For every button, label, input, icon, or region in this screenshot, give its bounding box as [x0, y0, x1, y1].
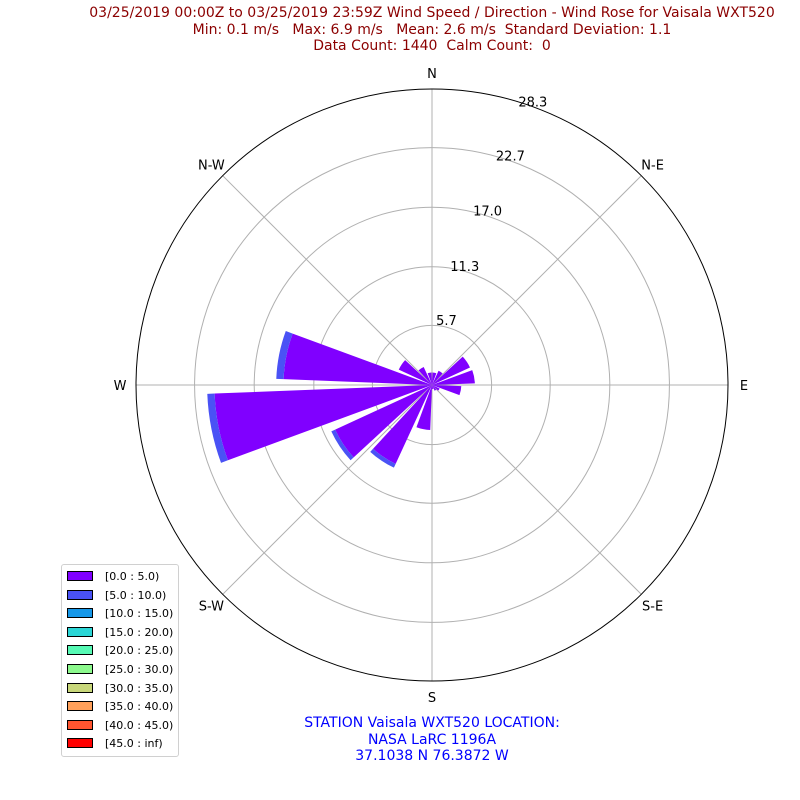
- legend-item: [40.0 : 45.0): [62, 718, 178, 737]
- direction-label: S-E: [642, 600, 663, 615]
- rose-sector-bar: [207, 393, 228, 463]
- direction-label: S: [428, 691, 436, 706]
- radial-tick-label: 5.7: [436, 314, 457, 329]
- rose-sector-bar: [432, 385, 437, 391]
- legend-swatch: [67, 738, 93, 749]
- rose-sector-bar: [432, 385, 440, 391]
- legend-item: [0.0 : 5.0): [62, 569, 178, 588]
- legend-label: [10.0 : 15.0): [105, 607, 174, 621]
- rose-sector-bar: [398, 360, 432, 385]
- rose-sector-bar: [418, 366, 432, 385]
- legend-item: [45.0 : inf): [62, 736, 178, 755]
- rose-sector-bar: [432, 372, 437, 385]
- station-line-3: 37.1038 N 76.3872 W: [355, 748, 509, 764]
- rose-sector-bar: [416, 385, 432, 430]
- title-line-2: Min: 0.1 m/s Max: 6.9 m/s Mean: 2.6 m/s …: [192, 21, 672, 38]
- legend-swatch: [67, 663, 93, 674]
- rose-sector-bar: [276, 331, 293, 380]
- grid-spoke: [431, 384, 642, 595]
- radial-tick-label: 28.3: [518, 96, 547, 111]
- rose-sector-bar: [373, 385, 432, 464]
- rose-sector-bar: [432, 356, 470, 385]
- legend-swatch: [67, 589, 93, 600]
- rose-sector-bar: [432, 370, 475, 385]
- direction-label: N-W: [198, 158, 225, 173]
- legend-swatch: [67, 719, 93, 730]
- legend-label: [25.0 : 30.0): [105, 662, 174, 676]
- rose-sector-bar: [283, 333, 432, 385]
- direction-label: N-E: [641, 158, 664, 173]
- direction-label: S-W: [199, 600, 224, 615]
- grid-spoke: [222, 384, 433, 595]
- grid-spoke: [431, 175, 642, 386]
- legend-swatch: [67, 608, 93, 619]
- legend-label: [35.0 : 40.0): [105, 700, 174, 714]
- station-info: STATION Vaisala WXT520 LOCATION: NASA La…: [232, 715, 632, 765]
- rose-sector-bar: [335, 385, 432, 458]
- legend-label: [40.0 : 45.0): [105, 718, 174, 732]
- radial-tick-label: 17.0: [473, 205, 502, 220]
- station-line-2: NASA LaRC 1196A: [367, 731, 497, 748]
- direction-label: N: [427, 67, 437, 82]
- rose-sector-bar: [331, 429, 354, 461]
- rose-sector-bar: [427, 372, 432, 385]
- legend-label: [45.0 : inf): [105, 737, 163, 751]
- legend-swatch: [67, 571, 93, 581]
- rose-sector-bar: [432, 370, 443, 385]
- title-line-3: Data Count: 1440 Calm Count: 0: [313, 38, 551, 54]
- legend-item: [30.0 : 35.0): [62, 681, 178, 700]
- legend-label: [5.0 : 10.0): [105, 588, 167, 602]
- chart-title: 03/25/2019 00:00Z to 03/25/2019 23:59Z W…: [0, 5, 800, 55]
- grid-spoke: [222, 175, 433, 386]
- legend-swatch: [67, 701, 93, 712]
- legend-swatch: [67, 626, 93, 637]
- legend-item: [20.0 : 25.0): [62, 643, 178, 662]
- radial-tick-label: 22.7: [496, 150, 525, 165]
- legend-swatch: [67, 682, 93, 693]
- rose-sector-bar: [432, 385, 462, 396]
- outer-ring: [135, 88, 729, 682]
- legend-label: [20.0 : 25.0): [105, 644, 174, 658]
- legend-item: [5.0 : 10.0): [62, 588, 178, 607]
- legend-label: [30.0 : 35.0): [105, 681, 174, 695]
- station-line-1: STATION Vaisala WXT520 LOCATION:: [304, 715, 560, 731]
- rose-sector-bar: [214, 385, 432, 461]
- legend-label: [15.0 : 20.0): [105, 625, 174, 639]
- rose-sector-bar: [370, 448, 396, 468]
- legend-item: [25.0 : 30.0): [62, 662, 178, 681]
- direction-label: W: [114, 379, 127, 394]
- legend-item: [35.0 : 40.0): [62, 699, 178, 718]
- title-line-1: 03/25/2019 00:00Z to 03/25/2019 23:59Z W…: [89, 5, 775, 21]
- legend-label: [0.0 : 5.0): [105, 570, 160, 583]
- legend-item: [10.0 : 15.0): [62, 606, 178, 625]
- legend: [0.0 : 5.0) [5.0 : 10.0) [10.0 : 15.0) [15.…: [61, 564, 179, 757]
- radial-tick-label: 11.3: [450, 260, 479, 275]
- rose-sector-bar: [432, 385, 434, 390]
- legend-swatch: [67, 645, 93, 656]
- legend-item: [15.0 : 20.0): [62, 625, 178, 644]
- direction-label: E: [740, 379, 748, 394]
